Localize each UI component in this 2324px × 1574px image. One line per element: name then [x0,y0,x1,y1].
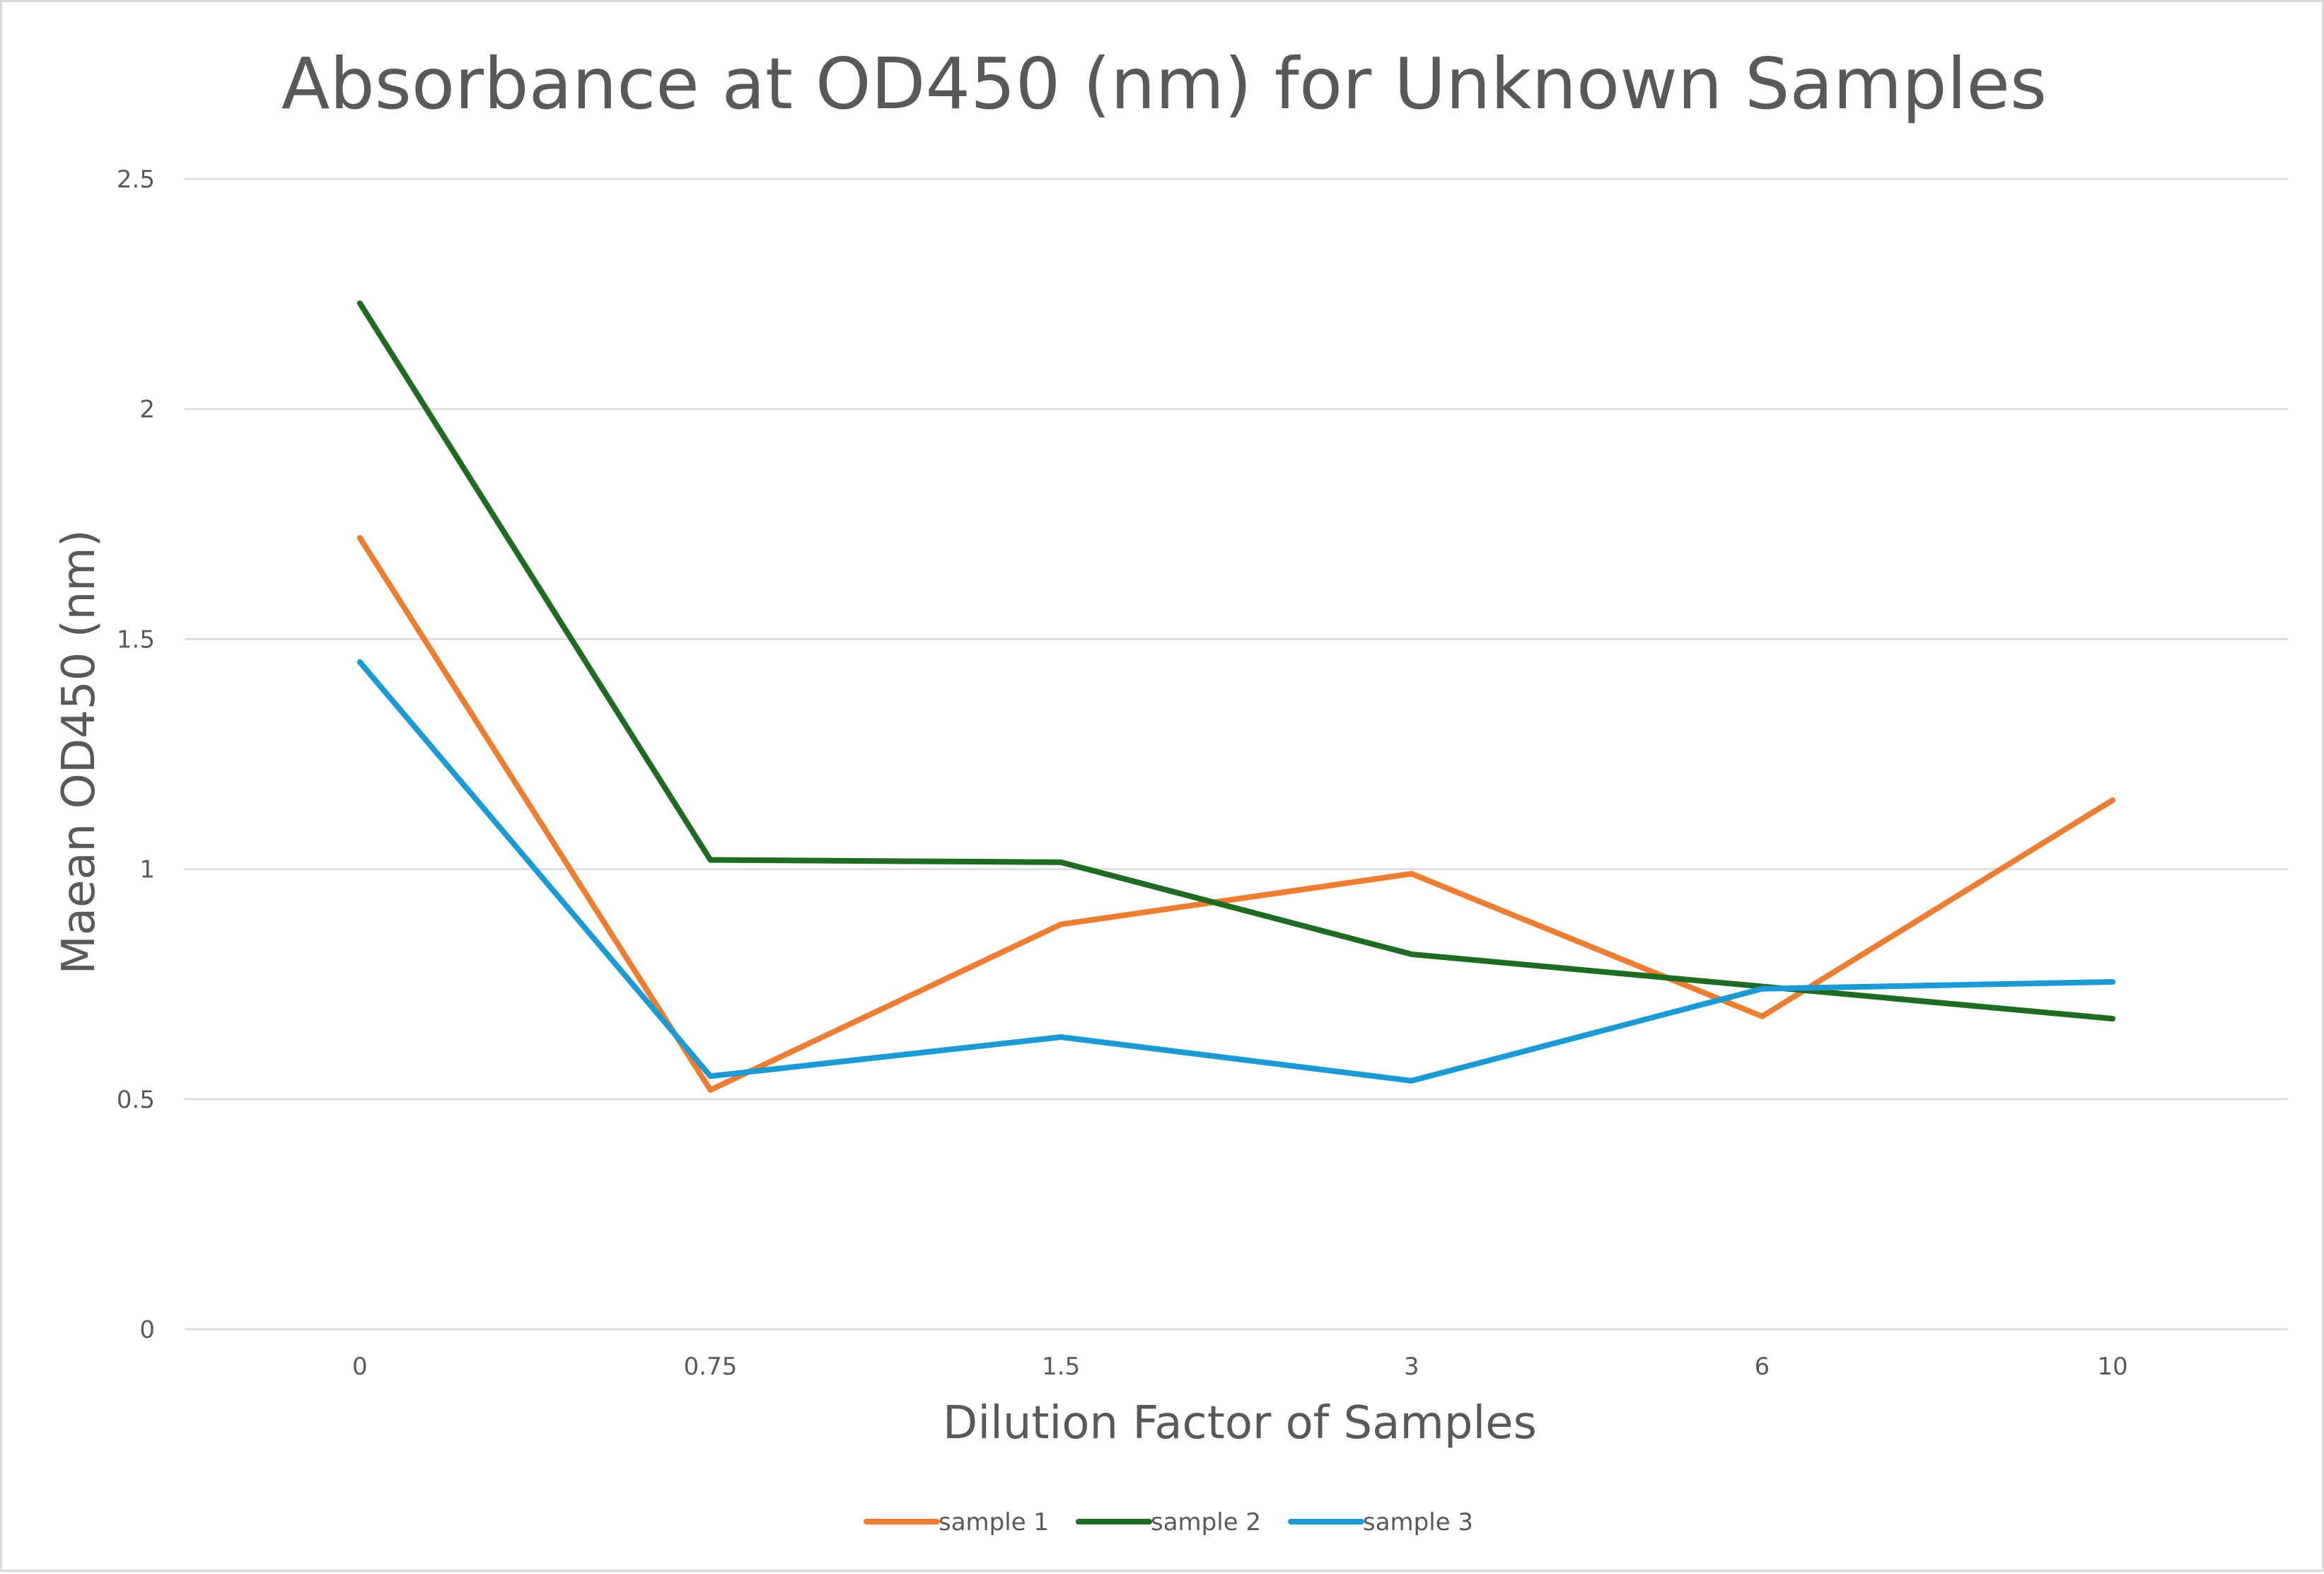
x-axis-title: Dilution Factor of Samples [943,1397,1537,1449]
y-tick-label: 0 [139,1316,155,1344]
x-tick-label: 1.5 [1042,1353,1080,1381]
y-axis-title: Maean OD450 (nm) [53,530,105,975]
y-tick-label: 2.5 [117,166,155,194]
legend: sample 1 sample 2 sample 3 [864,1508,1473,1537]
y-tick-label: 0.5 [117,1086,155,1114]
x-tick-label: 10 [2098,1353,2128,1381]
legend-label: sample 1 [939,1508,1049,1537]
y-tick-label: 1 [139,856,155,884]
y-axis-ticks: 0 0.5 1 1.5 2 2.5 [117,166,155,1344]
legend-label: sample 2 [1151,1508,1261,1537]
series-line-3 [356,659,2116,1084]
x-tick-label: 3 [1404,1353,1419,1381]
series-line-2 [356,300,2116,1022]
y-tick-label: 1.5 [117,625,155,654]
chart-title: Absorbance at OD450 (nm) for Unknown Sam… [281,42,2047,125]
y-tick-label: 2 [139,395,155,424]
series-lines [356,300,2116,1093]
series-line-1 [356,535,2116,1093]
legend-label: sample 3 [1363,1508,1473,1537]
x-tick-label: 0.75 [684,1353,738,1381]
x-axis-ticks: 0 0.75 1.5 3 6 10 [352,1353,2128,1381]
x-tick-label: 6 [1755,1353,1770,1381]
x-tick-label: 0 [352,1353,368,1381]
